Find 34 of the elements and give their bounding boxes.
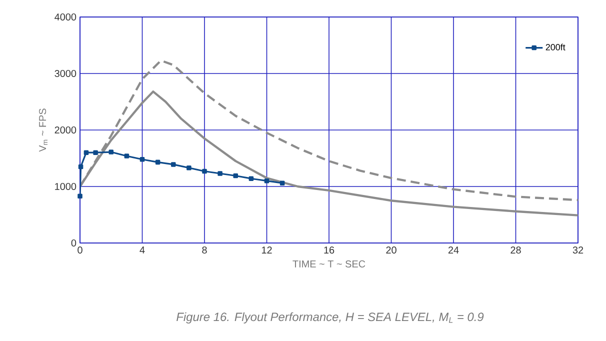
y-axis-title: V$_{m}$ ~ FPS	[39, 108, 48, 152]
point	[186, 165, 192, 170]
y-tick-label: 2000	[54, 126, 76, 134]
point	[84, 150, 89, 155]
x-tick-label: 28	[510, 246, 521, 254]
x-tick-label: 24	[448, 246, 459, 254]
x-tick-label: 4	[140, 246, 145, 254]
x-tick-label: 12	[262, 246, 272, 254]
legend-label: 200ft	[546, 44, 566, 50]
point	[280, 180, 285, 186]
y-tick-label: 3000	[54, 70, 76, 78]
y-tick-label: 4000	[54, 13, 76, 21]
point	[108, 150, 114, 154]
point	[140, 156, 145, 162]
y-tick-label: 1000	[55, 182, 76, 190]
point	[155, 160, 160, 165]
point	[78, 194, 82, 198]
x-tick-label: 8	[202, 246, 207, 254]
point	[233, 173, 238, 178]
x-axis-title: TIME ~ T ~ SEC	[292, 260, 366, 268]
point	[264, 178, 270, 184]
caption: Figure 16. Flyout Performance, H = SEA LEVEL, M$_{L}$ = 0.9	[176, 312, 484, 324]
point	[218, 171, 222, 176]
point	[93, 150, 98, 155]
point	[78, 164, 84, 170]
point	[170, 162, 176, 167]
point	[202, 168, 207, 174]
x-tick-label: 32	[572, 246, 584, 254]
y-tick-label: 0	[71, 239, 76, 247]
x-tick-label: 0	[78, 246, 82, 254]
point	[124, 154, 130, 158]
x-tick-label: 20	[386, 246, 396, 254]
point	[248, 176, 254, 181]
x-tick-label: 16	[324, 246, 334, 254]
